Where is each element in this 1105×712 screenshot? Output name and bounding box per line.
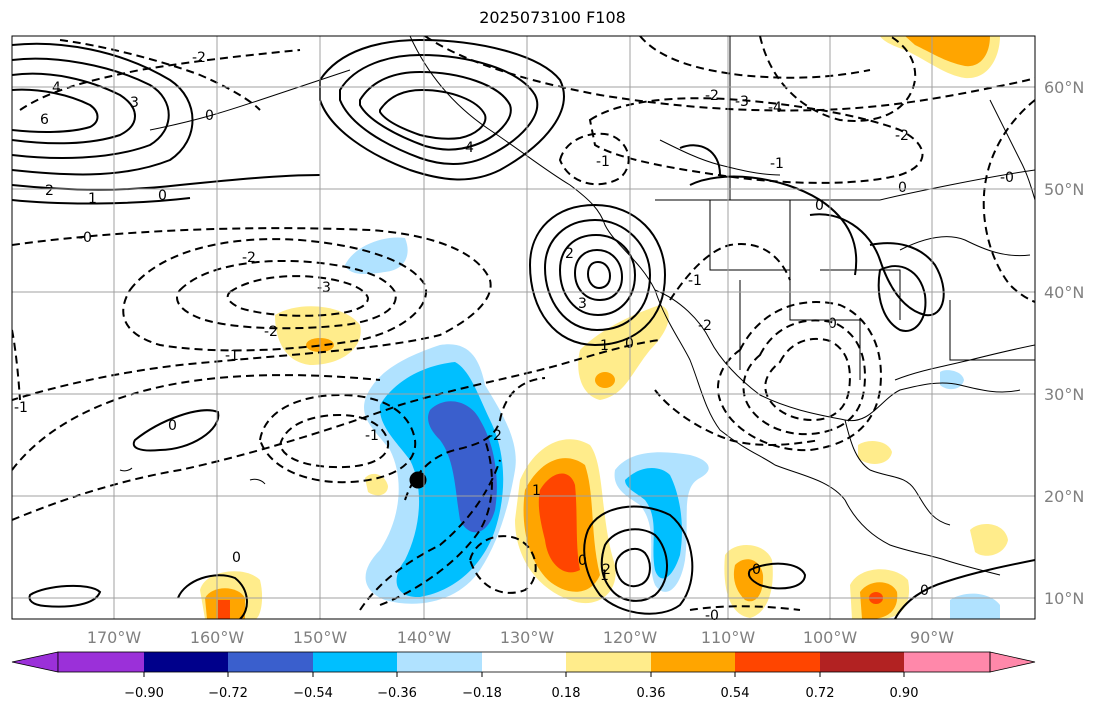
contour-label: -2 (242, 250, 256, 266)
coastlines (119, 36, 1035, 576)
colorbar-bin (228, 652, 313, 672)
contour-label: -2 (705, 88, 719, 104)
contour-label: 1 (600, 568, 609, 584)
colorbar-tick: −0.36 (377, 686, 417, 701)
colorbar-tick: −0.54 (293, 686, 333, 701)
colorbar-extend-low (11, 651, 59, 673)
colorbar-bin (566, 652, 651, 672)
contour-label: -1 (14, 400, 28, 416)
contour-label: -0 (78, 230, 92, 246)
contour-label: 6 (40, 112, 49, 128)
contour-label: 2 (602, 562, 611, 578)
negative-contours (12, 36, 1035, 611)
gridlines (12, 36, 1035, 619)
lon-label: 100°W (803, 628, 858, 647)
map-frame (11, 35, 1036, 620)
contour-label: -3 (735, 94, 749, 110)
colorbar-bin (904, 652, 990, 672)
lat-label: 40°N (1044, 283, 1084, 302)
contour-label: -2 (895, 128, 909, 144)
colorbar-tick: 0.54 (721, 686, 750, 701)
colorbar-tick: 0.90 (890, 686, 919, 701)
colorbar-bin (58, 652, 144, 672)
contour-label: 2 (45, 183, 54, 199)
lat-label: 50°N (1044, 180, 1084, 199)
contour-label: 0 (752, 562, 761, 578)
contour-label: 1 (88, 191, 97, 207)
contour-label: -1 (225, 348, 239, 364)
colorbar-bin (397, 652, 482, 672)
contour-label: 0 (232, 550, 241, 566)
contour-label: 1 (600, 338, 609, 354)
contour-label: -4 (768, 100, 782, 116)
contour-label: 1 (532, 483, 541, 499)
colorbar-bin (735, 652, 820, 672)
lat-label: 60°N (1044, 78, 1084, 97)
contour-label: 0 (828, 316, 837, 332)
colorbar-tick: −0.72 (208, 686, 248, 701)
contour-label: 4 (465, 140, 474, 156)
contour-label: 2 (565, 246, 574, 262)
lon-label: 160°W (190, 628, 245, 647)
colorbar-extend-high (989, 651, 1036, 673)
lon-label: 170°W (87, 628, 142, 647)
contour-label: 0 (158, 188, 167, 204)
contour-label: -1 (688, 273, 702, 289)
colorbar-bin (820, 652, 904, 672)
warm-anomaly-shading (200, 36, 1008, 619)
lat-label: 10°N (1044, 589, 1084, 608)
colorbar-tick: 0.18 (552, 686, 581, 701)
lon-label: 90°W (910, 628, 954, 647)
colorbar-bin (651, 652, 735, 672)
colorbar-tick: 0.72 (806, 686, 835, 701)
colorbar-bin (144, 652, 228, 672)
longitude-labels: 170°W 160°W 150°W 140°W 130°W 120°W 110°… (87, 628, 954, 647)
contour-label: 0 (815, 198, 824, 214)
contour-label: -0 (1000, 170, 1014, 186)
contour-label: 0 (168, 418, 177, 434)
colorbar-tick: 0.36 (637, 686, 666, 701)
lon-label: 110°W (701, 628, 756, 647)
lon-label: 140°W (397, 628, 452, 647)
contour-label: 4 (52, 80, 61, 96)
lat-label: 30°N (1044, 385, 1084, 404)
contour-label: -2 (264, 324, 278, 340)
contour-label: -1 (770, 156, 784, 172)
contour-label: -3 (317, 280, 331, 296)
lat-label: 20°N (1044, 487, 1084, 506)
contour-label: -2 (698, 318, 712, 334)
colorbar-bin (482, 652, 566, 672)
map-title: 2025073100 F108 (479, 8, 626, 27)
colorbar: −0.90 −0.72 −0.54 −0.36 −0.18 0.18 0.36 … (11, 651, 1036, 701)
contour-label: -1 (596, 154, 610, 170)
cool-anomaly-shading (345, 237, 1000, 619)
colorbar-tick: −0.90 (124, 686, 164, 701)
contour-label: 0 (625, 336, 634, 352)
contour-label: -2 (488, 428, 502, 444)
contour-label: -2 (192, 50, 206, 66)
contour-label: 0 (920, 583, 929, 599)
contour-label: 3 (578, 296, 587, 312)
contour-label: 0 (205, 108, 214, 124)
latitude-labels: 10°N 20°N 30°N 40°N 50°N 60°N (1044, 78, 1084, 608)
colorbar-tick: −0.18 (462, 686, 502, 701)
contour-label: 3 (130, 95, 139, 111)
contour-label: -0 (705, 608, 719, 624)
storm-center-marker (409, 471, 427, 489)
contour-label: -1 (365, 428, 379, 444)
colorbar-bin (313, 652, 397, 672)
lon-label: 130°W (500, 628, 555, 647)
lon-label: 150°W (293, 628, 348, 647)
contour-label: 0 (578, 553, 587, 569)
lon-label: 120°W (603, 628, 658, 647)
positive-contours (12, 38, 1035, 619)
contour-label: 0 (898, 180, 907, 196)
